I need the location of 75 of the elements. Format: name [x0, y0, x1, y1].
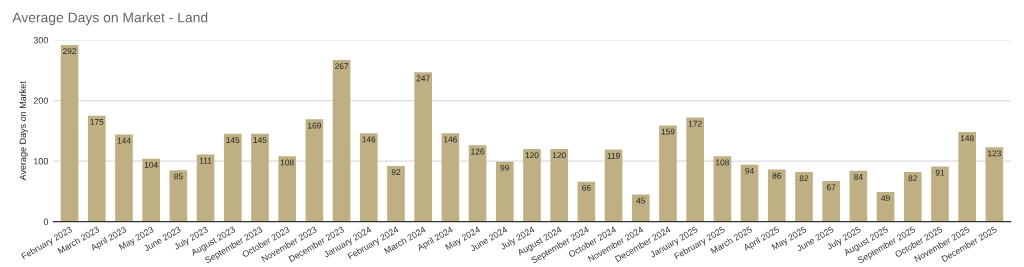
bar	[305, 119, 324, 222]
data-label: 247	[416, 75, 430, 82]
data-label: 104	[144, 161, 158, 168]
data-label: 99	[500, 164, 510, 171]
data-label: 120	[552, 152, 566, 159]
bar	[387, 165, 405, 222]
bar	[169, 170, 188, 222]
bar	[223, 133, 242, 222]
data-label: 108	[280, 159, 294, 166]
bar	[931, 166, 949, 222]
bar	[251, 133, 269, 222]
y-tick-label: 300	[33, 37, 49, 44]
bar	[523, 148, 541, 222]
bar	[550, 148, 569, 222]
bar	[631, 194, 650, 222]
y-tick-label: 100	[34, 158, 49, 165]
bar	[115, 134, 133, 222]
data-label: 92	[391, 169, 401, 176]
bar	[958, 132, 977, 222]
bar	[849, 170, 868, 222]
bar	[60, 44, 79, 222]
data-label: 120	[525, 152, 539, 159]
bar	[903, 171, 922, 222]
data-label: 146	[444, 136, 457, 143]
bar	[767, 169, 786, 222]
bar	[87, 115, 106, 222]
data-label: 108	[716, 159, 729, 166]
bar	[985, 147, 1004, 222]
bar	[577, 181, 596, 222]
data-label: 45	[636, 197, 646, 204]
data-label: 85	[174, 173, 183, 180]
data-label: 111	[199, 157, 212, 164]
data-label: 94	[745, 167, 754, 174]
bar	[659, 125, 677, 222]
bar	[332, 60, 351, 222]
data-label: 292	[63, 48, 77, 55]
data-label: 145	[253, 137, 267, 143]
bar	[196, 154, 215, 222]
data-label: 123	[988, 150, 1001, 157]
y-axis-title: Average Days on Market	[19, 81, 28, 181]
bar	[142, 158, 161, 222]
data-label: 148	[960, 135, 974, 142]
bar	[686, 117, 705, 222]
data-label: 49	[881, 195, 890, 202]
data-label: 84	[854, 174, 863, 180]
bar	[822, 181, 841, 222]
data-label: 144	[117, 137, 131, 144]
data-label: 67	[826, 184, 836, 191]
data-label: 82	[908, 175, 917, 182]
data-label: 91	[935, 169, 945, 176]
bar	[604, 149, 623, 222]
chart-title: Average Days on Market - Land	[12, 12, 208, 26]
bar	[359, 133, 378, 222]
bar	[495, 161, 514, 222]
bar	[278, 156, 297, 222]
y-tick-label: 200	[33, 97, 49, 104]
data-label: 145	[226, 137, 240, 143]
bar	[713, 156, 732, 222]
data-label: 86	[772, 172, 782, 179]
data-label: 146	[362, 136, 376, 143]
data-label: 169	[308, 122, 321, 129]
data-label: 126	[471, 148, 485, 155]
data-label: 119	[607, 152, 620, 159]
data-label: 66	[582, 184, 591, 191]
bar	[795, 171, 813, 222]
data-label: 82	[799, 175, 809, 182]
bar	[468, 145, 487, 222]
data-label: 267	[335, 63, 349, 70]
data-label: 172	[688, 120, 702, 127]
bar	[740, 164, 759, 222]
data-label: 159	[661, 128, 675, 135]
bar	[441, 133, 460, 222]
y-tick-label: 0	[43, 218, 49, 225]
bar	[414, 72, 433, 222]
data-label: 175	[90, 119, 104, 125]
